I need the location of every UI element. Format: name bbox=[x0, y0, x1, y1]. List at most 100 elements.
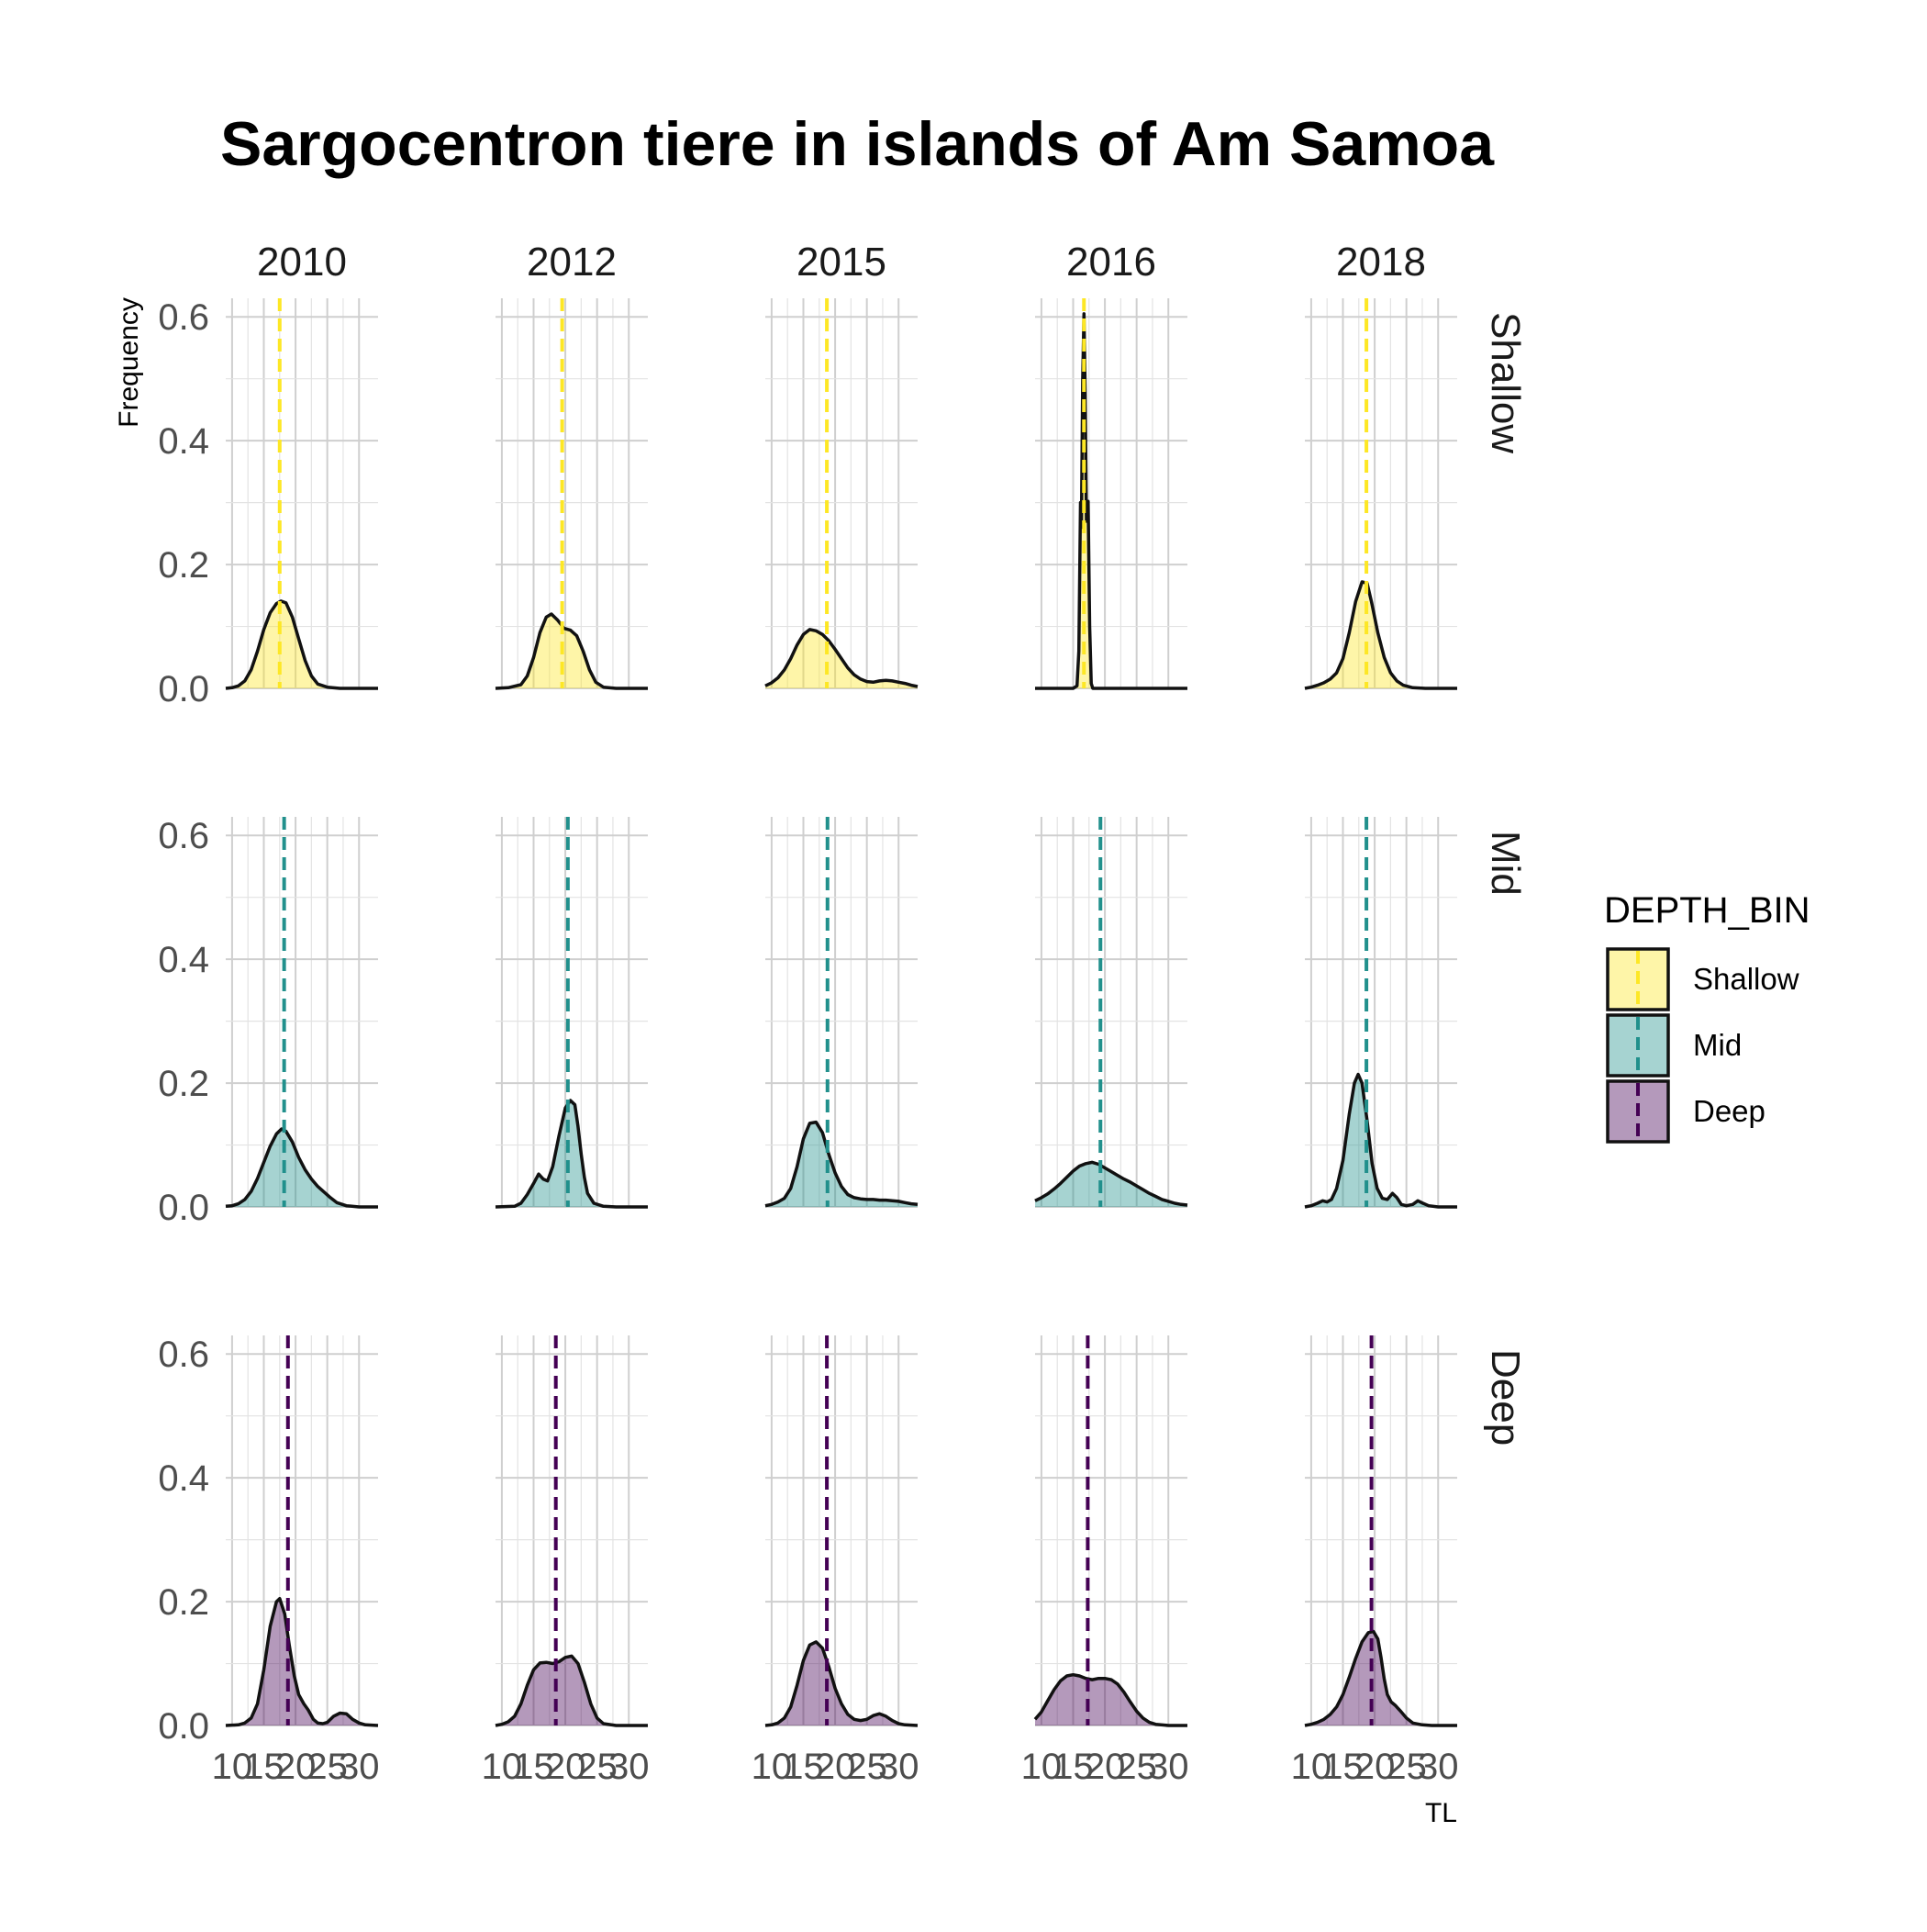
density-curve bbox=[225, 1596, 379, 1727]
x-tick-label: 15 bbox=[1053, 1747, 1094, 1787]
x-tick-label: 20 bbox=[275, 1747, 317, 1787]
chart-title: Sargocentron tiere in islands of Am Samo… bbox=[220, 109, 1495, 179]
legend-label: Shallow bbox=[1693, 962, 1799, 996]
density-curve bbox=[764, 1640, 919, 1727]
panel-shallow-2018 bbox=[1304, 298, 1457, 690]
strip-year-2016: 2016 bbox=[1066, 240, 1156, 285]
x-tick-label: 20 bbox=[815, 1747, 856, 1787]
panel-mid-2012 bbox=[495, 817, 648, 1209]
y-tick-label: 0.6 bbox=[158, 1335, 209, 1375]
panel-mid-2015 bbox=[764, 817, 919, 1208]
strip-year-2010: 2010 bbox=[257, 240, 347, 285]
density-area bbox=[1305, 1074, 1457, 1207]
y-tick-label: 0.0 bbox=[158, 669, 209, 709]
y-tick-label: 0.2 bbox=[158, 1582, 209, 1623]
x-tick-label: 25 bbox=[306, 1747, 348, 1787]
panel-shallow-2016 bbox=[1035, 298, 1187, 690]
density-curve bbox=[764, 628, 919, 688]
density-curve bbox=[1034, 1160, 1188, 1207]
density-curve bbox=[1033, 1672, 1187, 1727]
facet-panels: 2010 2012 2015 2016 2018ShallowMidDeep0.00.2… bbox=[158, 240, 1528, 1787]
x-tick-label: 30 bbox=[608, 1747, 650, 1787]
x-tick-label: 10 bbox=[482, 1747, 523, 1787]
strip-year-2012: 2012 bbox=[527, 240, 617, 285]
x-tick-label: 15 bbox=[243, 1747, 284, 1787]
density-area bbox=[1305, 582, 1457, 688]
y-tick-label: 0.0 bbox=[158, 1706, 209, 1747]
density-curve bbox=[225, 599, 378, 690]
legend-item-deep: Deep bbox=[1606, 1079, 1765, 1144]
x-tick-label: 20 bbox=[545, 1747, 586, 1787]
density-area bbox=[496, 1100, 648, 1207]
strip-depth-shallow: Shallow bbox=[1483, 312, 1528, 453]
panel-mid-2018 bbox=[1304, 817, 1457, 1209]
x-tick-label: 30 bbox=[878, 1747, 919, 1787]
x-tick-label: 30 bbox=[339, 1747, 380, 1787]
panel-mid-2010: 0.0 0.2 0.4 0.6 bbox=[158, 816, 378, 1228]
density-area bbox=[1035, 1162, 1187, 1207]
x-tick-label: 25 bbox=[846, 1747, 887, 1787]
density-curve bbox=[1304, 1629, 1457, 1727]
x-tick-label: 25 bbox=[1386, 1747, 1427, 1787]
y-tick-label: 0.4 bbox=[158, 940, 209, 980]
y-tick-label: 0.0 bbox=[158, 1188, 209, 1228]
y-tick-label: 0.2 bbox=[158, 1064, 209, 1104]
x-tick-label: 10 bbox=[1021, 1747, 1063, 1787]
panel-shallow-2015 bbox=[764, 298, 919, 689]
panel-shallow-2010: 0.0 0.2 0.4 0.6 bbox=[158, 297, 378, 709]
x-tick-label: 10 bbox=[212, 1747, 253, 1787]
strip-year-2015: 2015 bbox=[796, 240, 886, 285]
x-tick-label: 15 bbox=[513, 1747, 554, 1787]
x-tick-label: 10 bbox=[1291, 1747, 1332, 1787]
y-tick-label: 0.6 bbox=[158, 297, 209, 338]
density-curve bbox=[764, 1120, 919, 1208]
density-area bbox=[226, 1129, 378, 1207]
y-tick-label: 0.4 bbox=[158, 1458, 209, 1499]
x-axis-label: TL bbox=[1425, 1798, 1457, 1828]
y-tick-label: 0.4 bbox=[158, 421, 209, 462]
strip-depth-deep: Deep bbox=[1483, 1349, 1528, 1446]
density-area bbox=[496, 614, 648, 688]
x-tick-label: 20 bbox=[1085, 1747, 1126, 1787]
density-curve bbox=[1304, 580, 1457, 690]
legend-key bbox=[1606, 1079, 1670, 1144]
x-tick-label: 25 bbox=[576, 1747, 618, 1787]
density-curve bbox=[1304, 1072, 1457, 1209]
panel-shallow-2012 bbox=[495, 298, 648, 690]
y-tick-label: 0.6 bbox=[158, 816, 209, 856]
x-tick-label: 20 bbox=[1354, 1747, 1396, 1787]
y-tick-label: 0.2 bbox=[158, 545, 209, 586]
x-tick-label: 15 bbox=[783, 1747, 824, 1787]
panel-mid-2016 bbox=[1034, 817, 1188, 1208]
legend-item-shallow: Shallow bbox=[1606, 947, 1799, 1011]
density-area bbox=[1035, 313, 1187, 688]
density-curve bbox=[225, 1127, 378, 1209]
x-tick-label: 25 bbox=[1116, 1747, 1157, 1787]
density-curve bbox=[495, 1099, 648, 1209]
density-curve bbox=[1035, 312, 1187, 690]
strip-year-2018: 2018 bbox=[1336, 240, 1426, 285]
density-area bbox=[226, 600, 378, 688]
legend: DEPTH_BIN Shallow Mid Deep bbox=[1604, 890, 1810, 1144]
x-tick-label: 10 bbox=[752, 1747, 793, 1787]
density-area bbox=[496, 1656, 648, 1725]
y-axis-label: Frequency bbox=[114, 297, 144, 428]
x-tick-label: 15 bbox=[1322, 1747, 1364, 1787]
density-area bbox=[1305, 1631, 1457, 1725]
x-tick-label: 30 bbox=[1148, 1747, 1189, 1787]
legend-item-mid: Mid bbox=[1606, 1013, 1742, 1078]
density-area bbox=[1035, 1674, 1187, 1725]
x-tick-label: 30 bbox=[1418, 1747, 1459, 1787]
density-area bbox=[226, 1598, 378, 1725]
legend-label: Mid bbox=[1693, 1028, 1742, 1062]
strip-depth-mid: Mid bbox=[1483, 831, 1528, 896]
legend-label: Deep bbox=[1693, 1094, 1765, 1128]
legend-title: DEPTH_BIN bbox=[1604, 890, 1810, 931]
